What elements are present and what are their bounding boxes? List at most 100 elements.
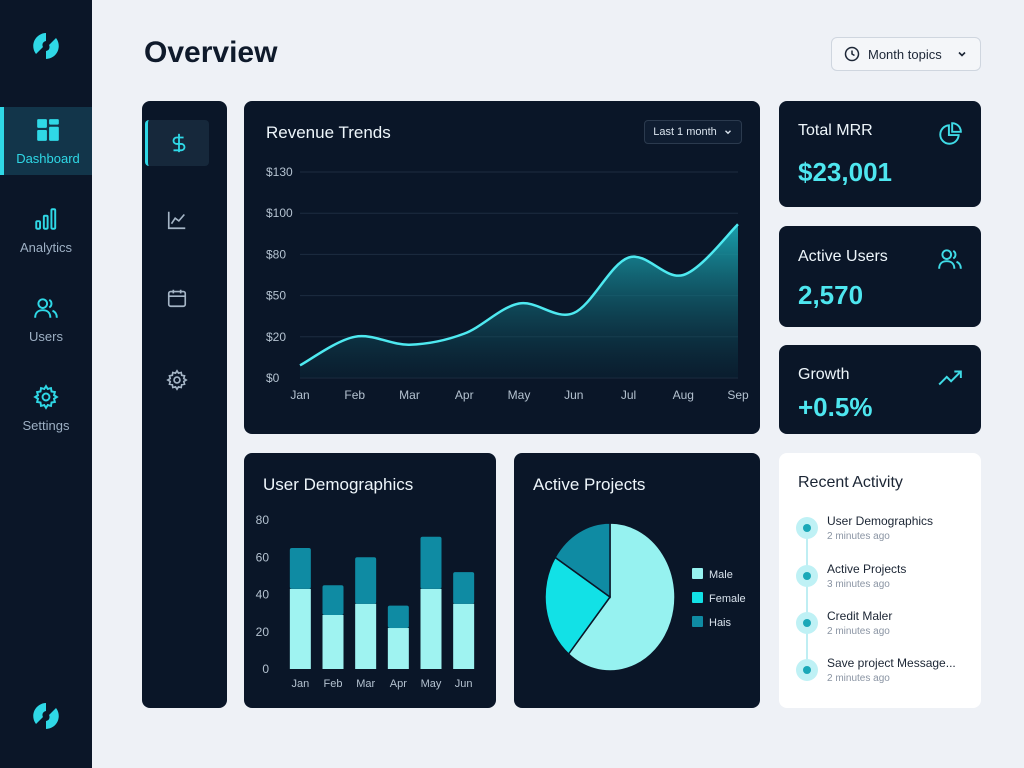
bar-segment <box>322 614 344 669</box>
x-tick-label: May <box>421 678 442 690</box>
pie-slice <box>544 556 612 656</box>
timeline-line <box>806 526 808 666</box>
timeline-dot <box>796 659 818 681</box>
nav-item-users[interactable]: Users <box>0 285 92 353</box>
nav-item-label: Analytics <box>19 239 73 255</box>
bar-segment <box>355 557 377 604</box>
legend-swatch <box>692 592 703 603</box>
sidebar: Dashboard Analytics Users Settings <box>0 0 92 768</box>
recent-title: Recent Activity <box>798 474 903 491</box>
x-tick-label: Jan <box>290 388 309 402</box>
gear-icon <box>33 383 59 410</box>
recent-activity-card: Recent Activity User Demographics 2 minu… <box>779 453 981 708</box>
x-tick-label: Mar <box>356 678 375 690</box>
line-chart-icon <box>167 211 186 230</box>
nav-item-label: Settings <box>22 417 70 433</box>
pie-slice <box>567 522 676 672</box>
x-tick-label: Sep <box>727 388 749 402</box>
tool-analytics[interactable] <box>145 197 209 243</box>
tool-calendar[interactable] <box>145 275 209 321</box>
tool-revenue[interactable] <box>145 120 209 166</box>
active-projects-card: Active Projects Male Female Hais <box>514 453 760 708</box>
bar-segment <box>355 603 377 669</box>
x-tick-label: Jun <box>564 388 583 402</box>
bar-segment <box>420 536 442 589</box>
tool-settings[interactable] <box>145 357 209 403</box>
logo-icon[interactable] <box>30 700 62 732</box>
activity-text: Credit Maler <box>827 609 893 623</box>
activity-time: 2 minutes ago <box>827 673 890 684</box>
dollar-icon <box>172 133 185 153</box>
demographics-title: User Demographics <box>263 475 414 494</box>
y-tick-label: $0 <box>266 371 280 385</box>
active-users-card: Active Users 2,570 <box>779 226 981 327</box>
growth-card: Growth +0.5% <box>779 345 981 434</box>
bar-segment <box>289 547 311 589</box>
trend-up-icon <box>938 370 962 386</box>
tool-rail <box>142 101 227 708</box>
month-topics-dropdown[interactable]: Month topics <box>831 37 981 71</box>
dropdown-label: Month topics <box>868 46 942 62</box>
activity-item[interactable]: Save project Message... 2 minutes ago <box>796 654 976 694</box>
revenue-line <box>299 223 739 367</box>
stat-value: $23,001 <box>798 157 892 187</box>
dashboard-icon <box>37 118 59 141</box>
nav-item-settings[interactable]: Settings <box>0 374 92 442</box>
activity-item[interactable]: Active Projects 3 minutes ago <box>796 560 976 600</box>
stat-label: Active Users <box>798 248 888 265</box>
timeline-dot <box>796 565 818 587</box>
y-tick-label: 80 <box>256 513 270 527</box>
legend-swatch <box>692 568 703 579</box>
calendar-icon <box>167 289 187 308</box>
x-tick-label: Jul <box>621 388 636 402</box>
bar-segment <box>420 588 442 669</box>
x-tick-label: Jun <box>455 678 473 690</box>
logo-icon[interactable] <box>30 30 62 62</box>
revenue-title: Revenue Trends <box>266 123 391 142</box>
y-tick-label: 60 <box>256 550 270 564</box>
nav-item-analytics[interactable]: Analytics <box>0 196 92 264</box>
chevron-down-icon <box>724 130 731 135</box>
x-tick-label: Apr <box>390 678 407 690</box>
x-tick-label: Feb <box>344 388 365 402</box>
y-tick-label: $100 <box>266 206 293 220</box>
stat-label: Total MRR <box>798 122 873 139</box>
bar-segment <box>387 628 409 669</box>
stat-value: +0.5% <box>798 392 873 422</box>
pie-slice <box>554 522 611 599</box>
users-icon <box>938 249 962 269</box>
clock-icon <box>844 46 860 62</box>
x-tick-label: Jan <box>291 678 309 690</box>
activity-time: 3 minutes ago <box>827 579 890 590</box>
y-tick-label: 20 <box>256 625 270 639</box>
stat-value: 2,570 <box>798 280 864 310</box>
x-tick-label: Feb <box>324 678 343 690</box>
revenue-trends-card: Revenue Trends Last 1 month $0 $20 $50 $80 $… <box>244 101 760 434</box>
activity-item[interactable]: Credit Maler 2 minutes ago <box>796 607 976 647</box>
legend-label: Female <box>709 593 746 605</box>
y-tick-label: $20 <box>266 330 286 344</box>
stat-label: Growth <box>798 366 850 383</box>
users-icon <box>34 297 58 318</box>
legend-label: Male <box>709 569 733 581</box>
bar-segment <box>453 572 475 604</box>
range-dropdown[interactable]: Last 1 month <box>644 120 742 144</box>
revenue-chart: $0 $20 $50 $80 $100 $130 Jan Feb Mar Apr May Jun Jul… <box>266 165 749 402</box>
page-title: Overview <box>144 36 278 69</box>
x-tick-label: Mar <box>399 388 420 402</box>
demographics-chart: 0 20 40 60 80 Jan Feb Mar Apr May Jun <box>256 513 475 690</box>
timeline-dot <box>796 517 818 539</box>
projects-chart: Male Female Hais <box>544 522 746 672</box>
y-tick-label: $50 <box>266 289 286 303</box>
activity-text: User Demographics <box>827 514 934 528</box>
bar-segment <box>289 588 311 669</box>
nav-item-dashboard[interactable]: Dashboard <box>0 107 92 175</box>
activity-time: 2 minutes ago <box>827 531 890 542</box>
y-tick-label: 0 <box>262 662 269 676</box>
nav-item-label: Users <box>29 328 63 344</box>
activity-item[interactable]: User Demographics 2 minutes ago <box>796 512 976 552</box>
activity-text: Save project Message... <box>827 656 956 670</box>
bar-chart-icon <box>35 207 57 230</box>
legend-label: Hais <box>709 617 732 629</box>
bar-segment <box>453 603 475 669</box>
